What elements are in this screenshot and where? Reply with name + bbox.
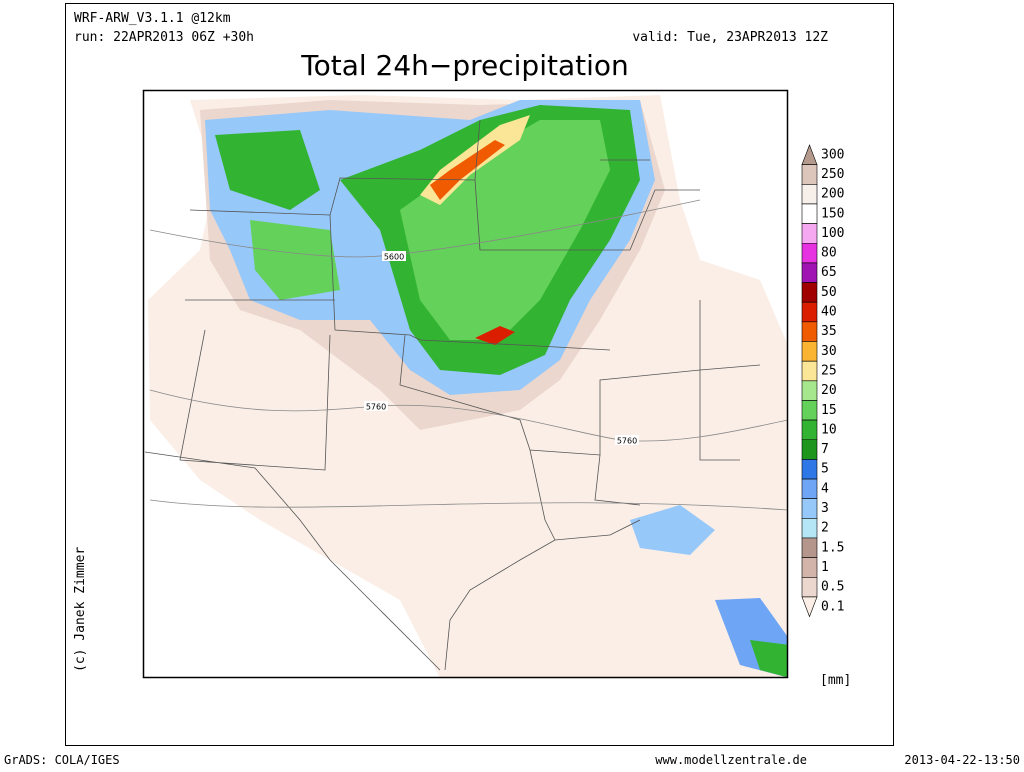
colorbar-label: 1 — [821, 560, 829, 575]
contour-5760 — [149, 389, 788, 442]
valid-label: valid: Tue, 23APR2013 12Z — [632, 30, 828, 45]
colorbar: 300 250 200 150 100 80 65 50 40 35 30 25 20 15 10 7 5 4 3 2… — [801, 144, 844, 618]
colorbar-label: 200 — [821, 187, 844, 202]
colorbar-swatch — [801, 184, 818, 205]
colorbar-swatch — [801, 557, 818, 578]
footer-left: GrADS: COLA/IGES — [4, 753, 120, 767]
outer-frame — [65, 3, 894, 746]
precip-red — [475, 326, 515, 345]
colorbar-swatch — [801, 164, 818, 185]
contour-label: 5600 — [384, 253, 404, 262]
colorbar-swatch — [801, 459, 818, 480]
credit: (c) Janek Zimmer — [73, 547, 88, 672]
colorbar-swatch — [801, 498, 818, 519]
map-area — [144, 95, 788, 678]
colorbar-label: 0.1 — [821, 599, 844, 614]
colorbar-label: 50 — [821, 285, 837, 300]
colorbar-swatch — [801, 419, 818, 441]
contour-label-box — [364, 401, 388, 411]
colorbar-label: 3 — [821, 501, 829, 516]
colorbar-swatch — [801, 301, 818, 323]
contour-label: 5760 — [366, 403, 386, 412]
colorbar-label: 300 — [821, 147, 844, 162]
colorbar-swatch — [801, 321, 818, 342]
colorbar-swatch — [801, 341, 818, 362]
colorbar-label: 30 — [821, 344, 837, 359]
colorbar-label: 25 — [821, 363, 837, 378]
colorbar-swatch — [801, 203, 818, 224]
colorbar-swatch — [801, 478, 818, 499]
colorbar-swatch — [801, 282, 818, 303]
colorbar-swatch — [801, 400, 818, 421]
model-label: WRF-ARW_V3.1.1 @12km — [74, 11, 231, 26]
contour-5800 — [149, 499, 788, 511]
colorbar-swatch — [801, 577, 818, 598]
colorbar-label: 100 — [821, 226, 844, 241]
colorbar-label: 5 — [821, 462, 829, 477]
colorbar-swatch — [801, 242, 818, 264]
footer-right: 2013-04-22-13:50 — [904, 753, 1020, 767]
colorbar-label: 7 — [821, 442, 829, 457]
colorbar-swatch — [801, 596, 818, 618]
colorbar-label: 65 — [821, 265, 837, 280]
colorbar-swatch — [801, 380, 818, 401]
precip-green-west2 — [250, 220, 340, 300]
colorbar-label: 250 — [821, 167, 844, 182]
colorbar-label: 10 — [821, 422, 837, 437]
colorbar-swatch — [801, 537, 818, 558]
footer-center: www.modellzentrale.de — [655, 753, 807, 767]
colorbar-swatch — [801, 262, 818, 283]
precip-se-green — [750, 640, 788, 678]
colorbar-label: 40 — [821, 305, 837, 320]
map-title: Total 24h−precipitation — [300, 49, 629, 82]
colorbar-label: 2 — [821, 521, 829, 536]
colorbar-swatch — [801, 223, 818, 244]
colorbar-label: 80 — [821, 246, 837, 261]
map-frame — [142, 89, 789, 679]
contour-label: 5760 — [617, 437, 637, 446]
colorbar-label: 4 — [821, 481, 829, 496]
contour-label-box — [615, 435, 639, 445]
colorbar-swatch — [801, 518, 818, 539]
colorbar-label: 35 — [821, 324, 837, 339]
precip-green-west — [215, 130, 320, 210]
run-label: run: 22APR2013 06Z +30h — [74, 30, 254, 45]
colorbar-swatch — [801, 360, 818, 382]
legend-unit: [mm] — [820, 673, 851, 688]
precip-orange — [430, 140, 505, 200]
precip-gulf — [630, 505, 715, 555]
colorbar-swatch — [801, 439, 818, 460]
colorbar-label: 1.5 — [821, 540, 844, 555]
colorbar-label: 150 — [821, 206, 844, 221]
colorbar-label: 20 — [821, 383, 837, 398]
contour-label-box — [382, 251, 406, 261]
colorbar-label: 0.5 — [821, 580, 844, 595]
colorbar-label: 15 — [821, 403, 837, 418]
